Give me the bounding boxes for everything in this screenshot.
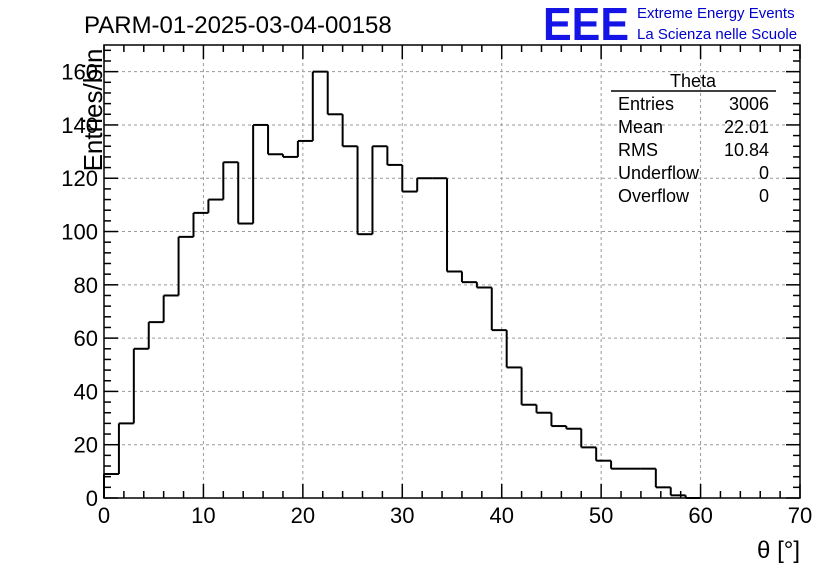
x-tick-label: 60 [688,503,712,528]
stats-title: Theta [670,71,717,91]
y-axis-title: Entries/bin [78,49,108,172]
x-tick-label: 70 [788,503,812,528]
stats-label-mean: Mean [618,117,663,137]
x-axis-title: θ [°] [757,537,800,564]
stats-value-rms: 10.84 [724,140,769,160]
y-tick-label: 140 [61,113,98,138]
stats-value-overflow: 0 [759,186,769,206]
stats-value-mean: 22.01 [724,117,769,137]
stats-value-underflow: 0 [759,163,769,183]
y-tick-label: 40 [74,379,98,404]
axis-ticks [103,45,801,499]
stats-box: Theta Entries 3006 Mean 22.01 RMS 10.84 … [611,71,776,206]
org-line-2: La Scienza nelle Scuole [637,26,797,43]
x-tick-label: 50 [589,503,613,528]
x-tick-label: 40 [489,503,513,528]
x-tick-label: 0 [98,503,110,528]
x-tick-label: 30 [390,503,414,528]
y-tick-label: 20 [74,433,98,458]
eee-logo: EEE [543,0,629,50]
x-tick-label: 10 [191,503,215,528]
y-tick-label: 60 [74,326,98,351]
tick-labels: 0 10 20 30 40 50 60 70 0 20 40 60 80 100 120 140 160 [61,60,812,528]
y-tick-label: 100 [61,220,98,245]
histogram-bars [103,70,701,499]
y-tick-label: 0 [86,486,98,511]
x-tick-label: 20 [291,503,315,528]
org-line-1: Extreme Energy Events [637,5,795,22]
stats-label-entries: Entries [618,94,674,114]
stats-value-entries: 3006 [729,94,769,114]
stats-label-rms: RMS [618,140,658,160]
y-tick-label: 160 [61,60,98,85]
y-tick-label: 80 [74,273,98,298]
stats-label-underflow: Underflow [618,163,700,183]
run-title: PARM-01-2025-03-04-00158 [84,12,392,39]
grid-lines [104,45,800,498]
plot-frame [103,44,801,499]
y-tick-label: 120 [61,166,98,191]
stats-label-overflow: Overflow [618,186,690,206]
